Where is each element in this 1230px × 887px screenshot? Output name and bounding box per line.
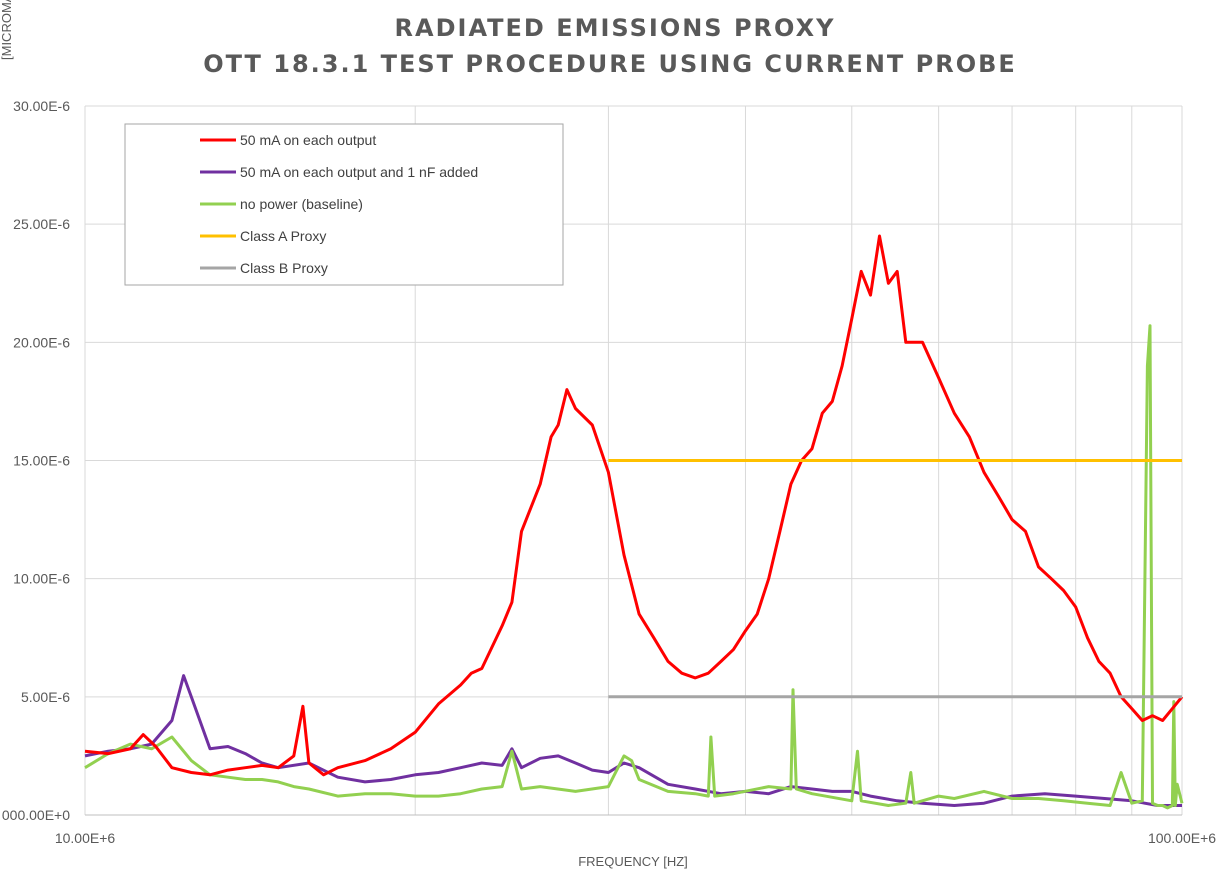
y-tick-label: 25.00E-6: [13, 216, 70, 232]
y-tick-label: 000.00E+0: [2, 807, 70, 823]
x-axis-label: FREQUENCY [HZ]: [578, 854, 688, 869]
series-line-50-ma-on-each-output-and-1-nf-added: [84, 674, 1182, 807]
legend-label: Class B Proxy: [240, 260, 328, 276]
series-lines: [84, 234, 1184, 810]
chart-title-line2: OTT 18.3.1 TEST PROCEDURE USING CURRENT …: [203, 50, 1017, 78]
y-tick-label: 10.00E-6: [13, 571, 70, 587]
legend: 50 mA on each output 50 mA on each output…: [124, 123, 564, 286]
x-tick-label: 100.00E+6: [1148, 830, 1216, 846]
legend-box: [124, 123, 564, 286]
y-tick-labels: 000.00E+0 5.00E-6 10.00E-6 15.00E-6 20.00E-6…: [2, 98, 70, 823]
y-tick-label: 20.00E-6: [13, 334, 70, 350]
legend-label: 50 mA on each output and 1 nF added: [240, 164, 478, 180]
x-tick-label: 10.00E+6: [55, 830, 116, 846]
chart-title-line1: RADIATED EMISSIONS PROXY: [395, 14, 836, 42]
legend-label: 50 mA on each output: [240, 132, 376, 148]
y-tick-label: 30.00E-6: [13, 98, 70, 114]
series-line-no-power-baseline: [84, 324, 1184, 810]
y-tick-label: 5.00E-6: [21, 689, 70, 705]
legend-label: Class A Proxy: [240, 228, 326, 244]
legend-label: no power (baseline): [240, 196, 363, 212]
x-tick-labels: 10.00E+6 100.00E+6: [55, 830, 1216, 846]
y-axis-label: [MICROMAPS]: [0, 0, 14, 60]
series-line-50-ma-on-each-output: [84, 234, 1184, 777]
y-tick-label: 15.00E-6: [13, 453, 70, 469]
